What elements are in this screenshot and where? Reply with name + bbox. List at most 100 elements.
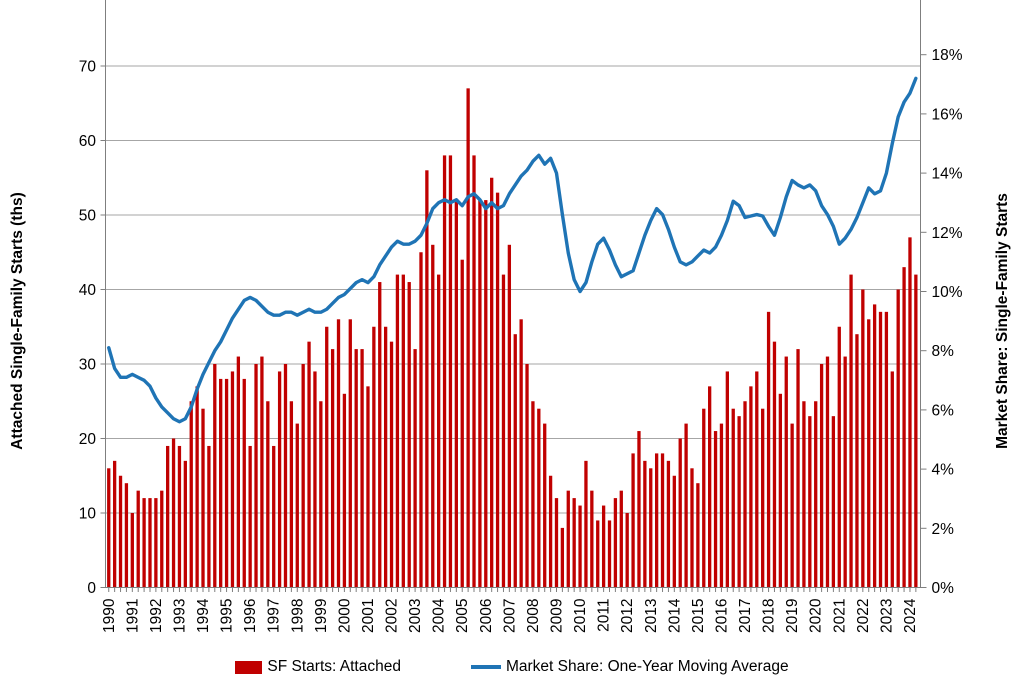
bar-sf-starts-attached [124, 483, 129, 588]
chart-legend: SF Starts: Attached Market Share: One-Ye… [0, 658, 1024, 676]
bar-sf-starts-attached [142, 498, 146, 588]
left-axis-tick-label: 20 [79, 431, 97, 448]
bar-sf-starts-attached [790, 423, 794, 588]
bar-sf-starts-attached [654, 453, 659, 588]
bar-sf-starts-attached [437, 274, 441, 588]
bar-sf-starts-attached [849, 274, 853, 588]
bar-sf-starts-attached [378, 282, 382, 588]
bar-sf-starts-attached [902, 267, 906, 588]
bar-sf-starts-attached [407, 282, 411, 588]
bar-sf-starts-attached [230, 371, 235, 588]
bar-sf-starts-attached [908, 237, 912, 588]
bar-sf-starts-attached [649, 468, 653, 588]
bar-sf-starts-attached [431, 244, 435, 588]
year-label: 2017 [737, 599, 754, 633]
bar-sf-starts-attached [637, 431, 641, 588]
bar-sf-starts-attached [843, 356, 847, 588]
bar-sf-starts-attached [778, 393, 783, 588]
bar-sf-starts-attached [289, 401, 294, 588]
bar-sf-starts-attached [666, 460, 671, 588]
year-label: 2004 [431, 598, 448, 633]
right-axis-tick-label: 16% [932, 106, 963, 123]
bar-sf-starts-attached [896, 289, 900, 588]
legend-item-line: Market Share: One-Year Moving Average [470, 658, 789, 676]
bar-sf-starts-attached [495, 192, 500, 588]
bar-sf-starts-attached [590, 490, 594, 588]
bar-sf-starts-attached [607, 520, 612, 588]
bar-sf-starts-attached [819, 364, 824, 588]
bar-sf-starts-attached [584, 460, 588, 588]
right-axis-tick-label: 10% [932, 284, 963, 301]
bar-sf-starts-attached [442, 155, 447, 588]
bar-sf-starts-attached [372, 326, 376, 588]
bar-sf-starts-attached [525, 364, 529, 588]
bar-sf-starts-attached [713, 431, 718, 588]
left-axis-tick-label: 40 [79, 282, 97, 299]
left-axis-tick-label: 50 [79, 208, 97, 225]
bar-sf-starts-attached [543, 423, 547, 588]
bar-sf-starts-attached [625, 513, 629, 588]
bar-sf-starts-attached [708, 386, 712, 588]
bar-sf-starts-attached [354, 349, 358, 588]
bar-sf-starts-attached [207, 445, 211, 588]
right-axis-tick-label: 6% [932, 402, 955, 419]
bar-sf-starts-attached [884, 311, 889, 588]
year-label: 2012 [619, 599, 636, 633]
bar-sf-starts-attached [619, 490, 623, 588]
bar-sf-starts-attached [472, 155, 476, 588]
bar-sf-starts-attached [825, 356, 830, 588]
year-label: 2008 [525, 599, 542, 633]
bar-sf-starts-attached [201, 408, 205, 588]
left-axis-title: Attached Single-Family Starts (ths) [9, 192, 26, 450]
line-series-swatch-icon [470, 665, 501, 669]
year-label: 2022 [855, 599, 872, 633]
bar-sf-starts-attached [572, 498, 576, 588]
bar-sf-starts-attached [389, 341, 394, 588]
bar-sf-starts-attached [690, 468, 694, 588]
left-axis-tick-label: 70 [79, 59, 97, 76]
year-label: 2018 [761, 599, 778, 633]
bar-sf-starts-attached [448, 155, 453, 588]
bar-sf-starts-attached [749, 386, 753, 588]
bar-sf-starts-attached [743, 401, 747, 588]
bar-sf-starts-attached [460, 259, 464, 588]
right-axis-tick-label: 8% [932, 343, 955, 360]
year-label: 2024 [902, 598, 919, 633]
right-axis-title: Market Share: Single-Family Starts [994, 193, 1011, 449]
bar-series-swatch-icon [235, 660, 263, 674]
bar-sf-starts-attached [313, 371, 317, 588]
year-label: 2006 [478, 599, 495, 633]
left-axis-tick-label: 10 [79, 506, 97, 523]
year-label: 2015 [690, 599, 707, 633]
bar-sf-starts-attached [283, 364, 288, 588]
bar-sf-starts-attached [560, 527, 565, 588]
bar-sf-starts-attached [166, 445, 170, 588]
bar-sf-starts-attached [596, 520, 600, 588]
year-label: 2023 [878, 599, 895, 633]
bar-sf-starts-attached [702, 408, 706, 588]
bar-sf-starts-attached [118, 475, 123, 588]
bar-sf-starts-attached [872, 304, 877, 588]
bar-sf-starts-attached [342, 393, 347, 588]
bar-sf-starts-attached [484, 200, 488, 588]
year-label: 2020 [808, 598, 825, 633]
bar-sf-starts-attached [177, 445, 182, 588]
bar-sf-starts-attached [224, 378, 229, 588]
year-label: 1990 [101, 598, 118, 633]
bar-sf-starts-attached [548, 475, 553, 588]
bar-sf-starts-attached [501, 274, 506, 588]
left-axis-tick-label: 0 [87, 580, 96, 597]
year-label: 1992 [148, 599, 165, 633]
bar-sf-starts-attached [554, 498, 559, 588]
year-label: 2007 [501, 599, 518, 633]
year-label: 2000 [336, 598, 353, 633]
bar-sf-starts-attached [130, 513, 134, 588]
bar-sf-starts-attached [784, 356, 788, 588]
bar-sf-starts-attached [425, 170, 429, 588]
bar-sf-starts-attached [260, 356, 264, 588]
bar-sf-starts-attached [678, 438, 682, 588]
legend-item-bars: SF Starts: Attached [235, 658, 401, 676]
bar-sf-starts-attached [490, 177, 494, 588]
year-label: 2002 [384, 599, 401, 633]
left-axis-tick-label: 60 [79, 133, 97, 150]
